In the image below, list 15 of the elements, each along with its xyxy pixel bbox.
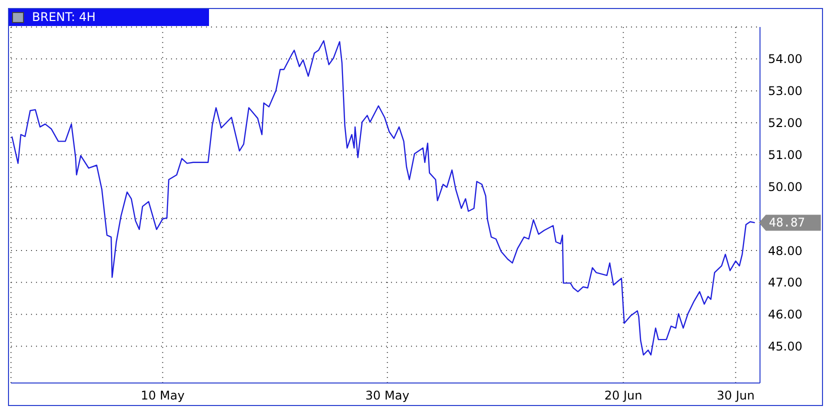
y-tick-label: 52.00 bbox=[768, 116, 802, 130]
y-tick-label: 54.00 bbox=[768, 52, 802, 66]
y-tick-label: 51.00 bbox=[768, 148, 802, 162]
annotation: 48.87 bbox=[768, 216, 805, 230]
y-tick-label: 45.00 bbox=[768, 340, 802, 354]
y-tick-label: 48.00 bbox=[768, 244, 802, 258]
y-tick-label: 46.00 bbox=[768, 308, 802, 322]
x-tick-label: 20 Jun bbox=[604, 388, 642, 403]
x-tick-label: 30 Jun bbox=[716, 388, 755, 403]
y-tick-label: 47.00 bbox=[768, 276, 802, 290]
x-tick-label: 10 May bbox=[140, 388, 185, 403]
chart-title: BRENT: 4H bbox=[32, 9, 96, 26]
y-tick-label: 50.00 bbox=[768, 180, 802, 194]
y-tick-label: 53.00 bbox=[768, 84, 802, 98]
x-tick-label: 30 May bbox=[365, 388, 410, 403]
